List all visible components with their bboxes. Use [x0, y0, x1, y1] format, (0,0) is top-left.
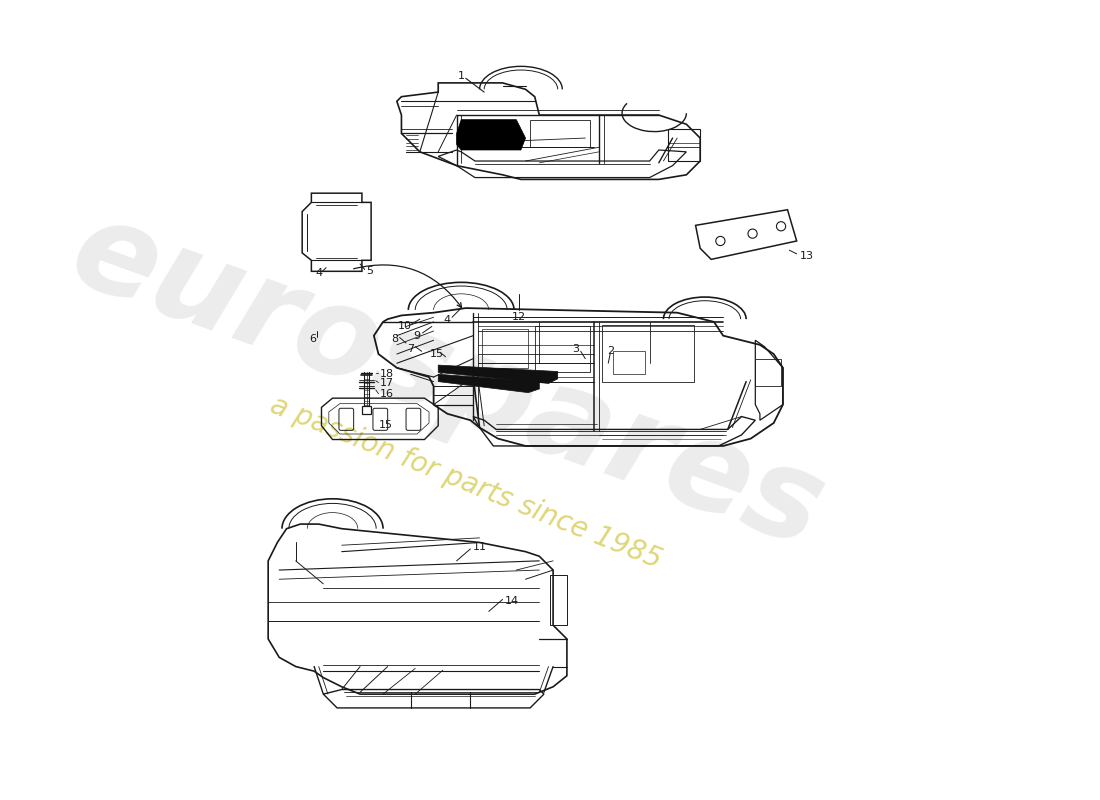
- Text: 16: 16: [379, 390, 394, 399]
- Text: 15: 15: [378, 420, 393, 430]
- Bar: [613, 351, 645, 374]
- Text: 2: 2: [607, 346, 615, 356]
- Bar: [482, 330, 528, 368]
- Text: 14: 14: [505, 596, 519, 606]
- Text: 11: 11: [473, 542, 487, 552]
- Text: 15: 15: [429, 349, 443, 359]
- Text: 10: 10: [398, 322, 412, 331]
- Polygon shape: [438, 365, 558, 383]
- Text: 5: 5: [366, 266, 373, 276]
- Text: 9: 9: [414, 330, 420, 341]
- Text: 6: 6: [310, 334, 317, 344]
- Bar: [362, 406, 371, 414]
- Text: 13: 13: [800, 250, 813, 261]
- Bar: [602, 325, 694, 382]
- Bar: [550, 574, 566, 625]
- Text: 1: 1: [458, 71, 464, 82]
- Bar: [756, 358, 781, 386]
- Polygon shape: [456, 120, 526, 150]
- Polygon shape: [438, 374, 539, 393]
- Text: 3: 3: [573, 343, 580, 354]
- Bar: [530, 120, 590, 147]
- Text: 17: 17: [379, 378, 394, 389]
- Text: 18: 18: [379, 370, 394, 379]
- Text: 7: 7: [407, 343, 415, 354]
- Text: 12: 12: [512, 312, 526, 322]
- Text: a passion for parts since 1985: a passion for parts since 1985: [266, 391, 666, 574]
- Bar: [535, 326, 590, 373]
- Text: 8: 8: [392, 334, 398, 344]
- Text: 4: 4: [443, 315, 451, 325]
- Text: eurospares: eurospares: [55, 190, 839, 574]
- FancyArrowPatch shape: [353, 265, 462, 307]
- Text: 4: 4: [316, 268, 322, 278]
